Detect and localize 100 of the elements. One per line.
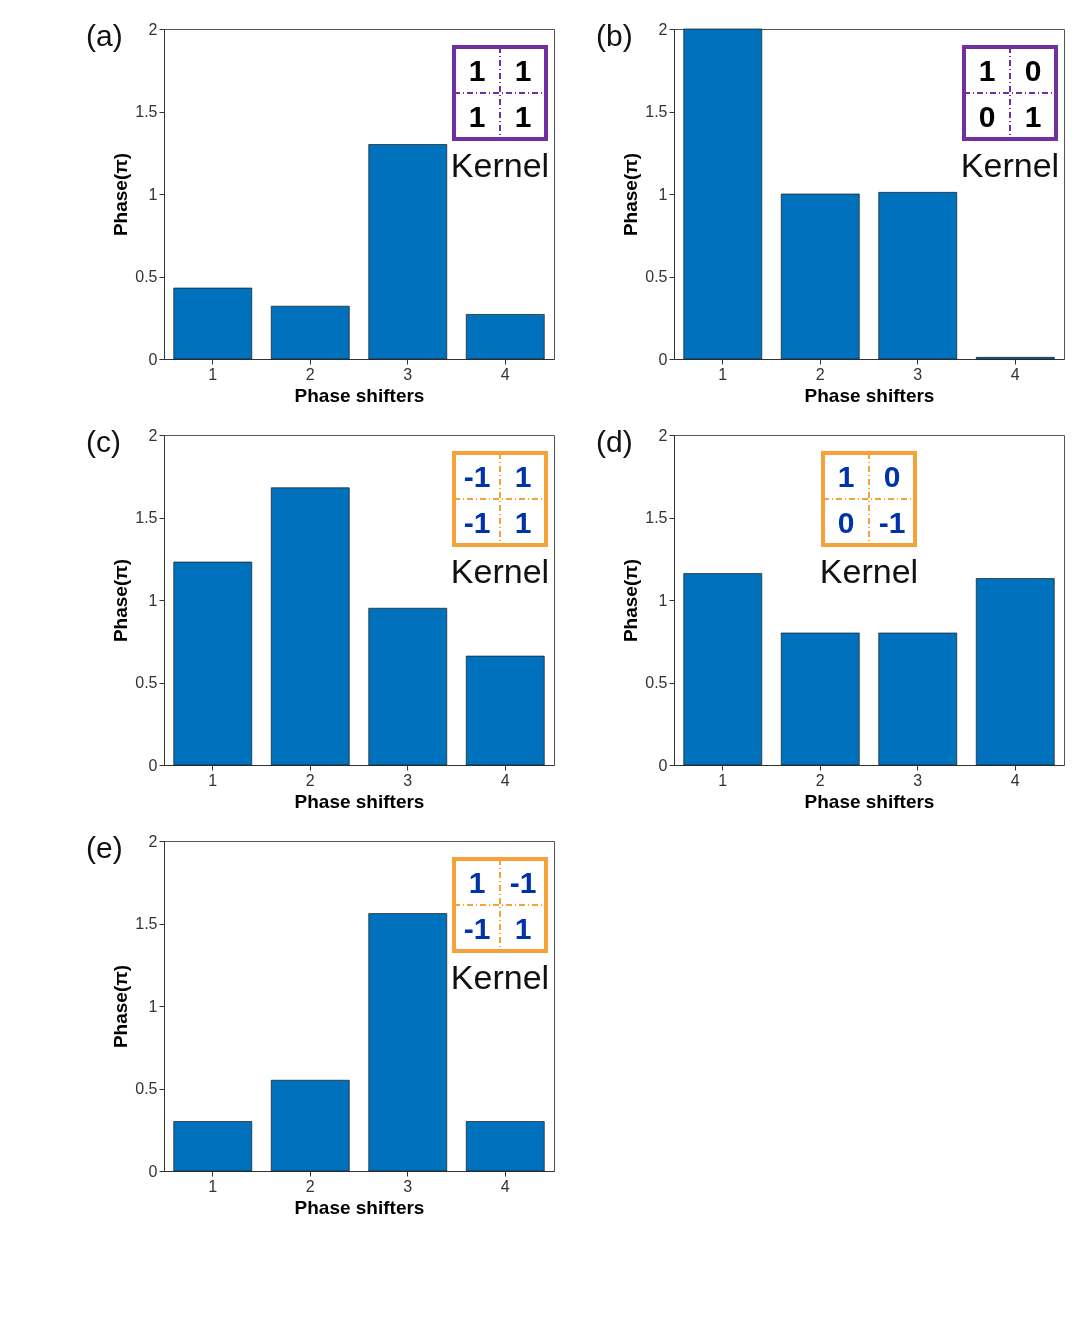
annotation: -1 xyxy=(463,912,491,945)
annotation: 1 xyxy=(514,912,532,945)
y-tick-label: 1.5 xyxy=(645,509,668,526)
y-tick-label: 1 xyxy=(658,591,668,609)
annotation: Kernel xyxy=(450,552,550,590)
annotation: 0 xyxy=(978,100,996,133)
x-axis-title: Phase shifters xyxy=(294,1196,425,1218)
x-tick-label: 4 xyxy=(500,1177,510,1195)
y-axis-title: Phase(π) xyxy=(110,152,132,237)
y-tick-label: 0.5 xyxy=(645,268,668,285)
annotation: Kernel xyxy=(450,146,550,184)
text: (e) xyxy=(86,831,123,864)
y-tick-label: 0 xyxy=(658,350,668,368)
x-axis-title: Phase shifters xyxy=(804,790,935,812)
annotation: 1 xyxy=(468,866,486,899)
x-tick-label: 2 xyxy=(815,365,825,383)
annotation: Kernel xyxy=(819,552,919,590)
x-tick-label: 1 xyxy=(208,1177,218,1195)
y-tick-label: 1 xyxy=(148,997,158,1015)
annotation: Kernel xyxy=(450,958,550,996)
x-tick-label: 1 xyxy=(208,771,218,789)
annotation: 0 xyxy=(837,506,855,539)
bar xyxy=(270,305,350,360)
x-tick-label: 4 xyxy=(1010,365,1020,383)
x-tick-label: 2 xyxy=(305,1177,315,1195)
y-tick-label: 0.5 xyxy=(135,1080,158,1097)
y-tick-label: 2 xyxy=(658,426,668,444)
annotation: 1 xyxy=(468,54,486,87)
annotation: 0 xyxy=(1024,54,1042,87)
y-axis-title: Phase(π) xyxy=(110,964,132,1049)
x-tick-label: 3 xyxy=(913,365,923,383)
x-tick-label: 2 xyxy=(305,365,315,383)
annotation: 1 xyxy=(514,54,532,87)
bar xyxy=(368,607,448,766)
bar xyxy=(270,487,350,766)
annotation: 1 xyxy=(837,460,855,493)
annotation: -1 xyxy=(509,866,537,899)
y-tick-label: 0.5 xyxy=(645,674,668,691)
bar xyxy=(368,913,448,1172)
bar xyxy=(780,193,860,360)
bar xyxy=(878,192,958,360)
annotation: -1 xyxy=(463,506,491,539)
annotation: 1 xyxy=(468,100,486,133)
x-tick-label: 3 xyxy=(913,771,923,789)
x-axis-title: Phase shifters xyxy=(294,790,425,812)
x-tick-label: 4 xyxy=(500,365,510,383)
y-tick-label: 1 xyxy=(148,185,158,203)
y-tick-label: 0 xyxy=(148,756,158,774)
y-tick-label: 1.5 xyxy=(645,103,668,120)
annotation: 0 xyxy=(883,460,901,493)
annotation: -1 xyxy=(878,506,906,539)
y-tick-label: 0 xyxy=(658,756,668,774)
x-tick-label: 4 xyxy=(1010,771,1020,789)
x-tick-label: 1 xyxy=(718,365,728,383)
y-tick-label: 2 xyxy=(148,20,158,38)
bar xyxy=(465,1121,545,1172)
x-tick-label: 3 xyxy=(403,1177,413,1195)
x-tick-label: 1 xyxy=(208,365,218,383)
bar xyxy=(173,561,253,766)
x-tick-label: 1 xyxy=(718,771,728,789)
text: (c) xyxy=(86,425,121,458)
y-tick-label: 2 xyxy=(148,832,158,850)
annotation: 1 xyxy=(514,460,532,493)
y-tick-label: 0.5 xyxy=(135,268,158,285)
text: (a) xyxy=(86,19,123,52)
annotation: 1 xyxy=(514,506,532,539)
x-tick-label: 2 xyxy=(815,771,825,789)
bar xyxy=(173,1121,253,1172)
y-axis-title: Phase(π) xyxy=(620,558,642,643)
y-axis-title: Phase(π) xyxy=(620,152,642,237)
x-tick-label: 4 xyxy=(500,771,510,789)
text: (b) xyxy=(596,19,633,52)
x-tick-label: 3 xyxy=(403,365,413,383)
annotation: 1 xyxy=(978,54,996,87)
bar xyxy=(683,573,763,766)
y-tick-label: 1 xyxy=(148,591,158,609)
y-axis-title: Phase(π) xyxy=(110,558,132,643)
bar xyxy=(780,632,860,766)
annotation: 1 xyxy=(1024,100,1042,133)
y-tick-label: 1.5 xyxy=(135,103,158,120)
y-tick-label: 0 xyxy=(148,350,158,368)
bar xyxy=(975,578,1055,766)
annotation: -1 xyxy=(463,460,491,493)
x-tick-label: 2 xyxy=(305,771,315,789)
x-tick-label: 3 xyxy=(403,771,413,789)
bar xyxy=(683,28,763,360)
text: (d) xyxy=(596,425,633,458)
y-tick-label: 1.5 xyxy=(135,509,158,526)
y-tick-label: 0.5 xyxy=(135,674,158,691)
y-tick-label: 2 xyxy=(658,20,668,38)
bar xyxy=(465,655,545,766)
bar xyxy=(270,1079,350,1172)
y-tick-label: 2 xyxy=(148,426,158,444)
bar xyxy=(465,314,545,360)
annotation: Kernel xyxy=(960,146,1060,184)
y-tick-label: 1 xyxy=(658,185,668,203)
y-tick-label: 0 xyxy=(148,1162,158,1180)
bar xyxy=(878,632,958,766)
bar xyxy=(173,287,253,360)
annotation: 1 xyxy=(514,100,532,133)
